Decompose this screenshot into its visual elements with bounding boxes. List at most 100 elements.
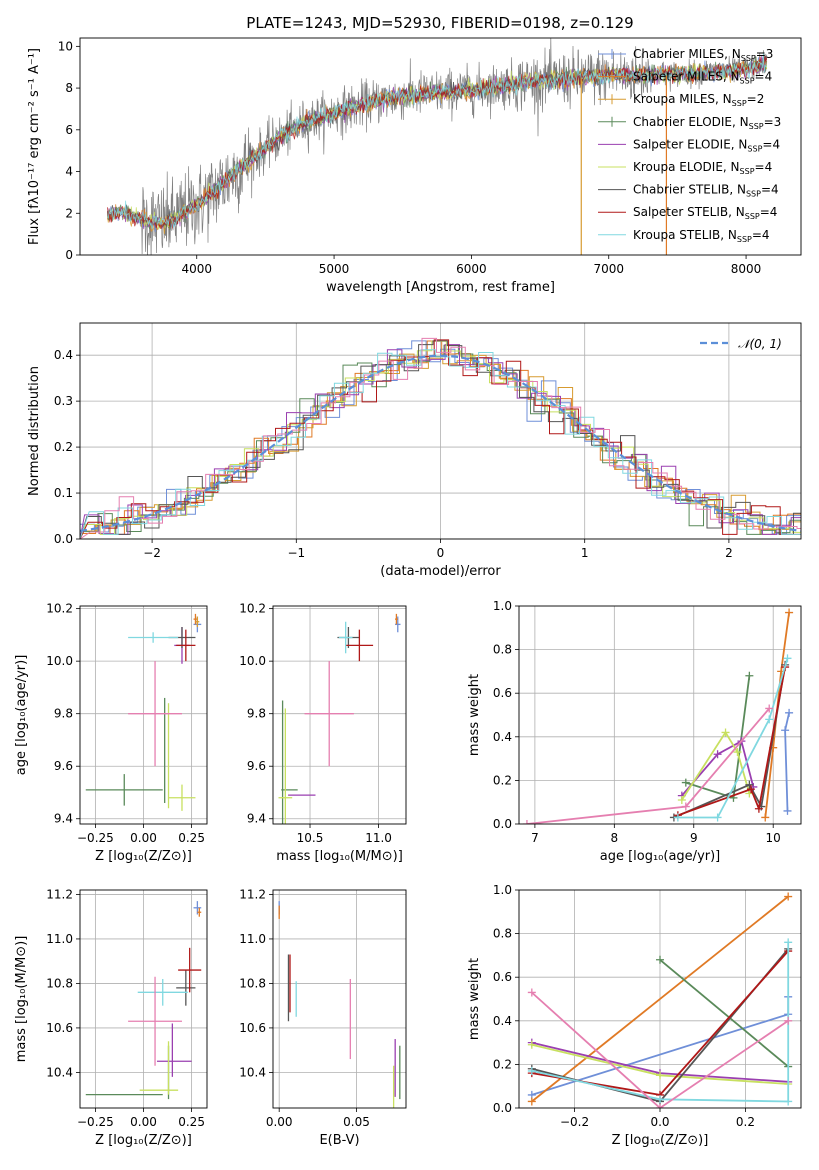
histogram-step <box>80 339 801 539</box>
age-vs-mass-plot-area <box>273 606 406 824</box>
weight-marker <box>783 806 792 815</box>
y-tick-label: 4 <box>65 165 73 179</box>
errorbar-point <box>137 978 188 1006</box>
weight-marker <box>733 748 742 757</box>
x-tick-label: 8 <box>611 831 619 845</box>
y-tick-label: 10.8 <box>46 976 73 990</box>
weight-marker <box>765 704 774 713</box>
x-tick-label: 1 <box>581 546 589 560</box>
y-tick-label: 8 <box>65 81 73 95</box>
x-tick-label: 0 <box>437 546 445 560</box>
y-tick-label: 10.0 <box>46 654 73 668</box>
weight-marker <box>713 750 722 759</box>
x-tick-label: 4000 <box>181 262 212 276</box>
age-vs-Z-plot-area <box>80 606 207 824</box>
figure-title: PLATE=1243, MJD=52930, FIBERID=0198, z=0… <box>246 14 633 32</box>
residual-histogram-plot-area <box>80 323 801 539</box>
weight-marker <box>656 955 664 964</box>
y-tick-label: 0.1 <box>54 486 73 500</box>
y-axis-label: mass [log₁₀(M/M⊙)] <box>14 936 29 1063</box>
y-tick-label: 0.0 <box>493 1101 512 1115</box>
y-axis-label: Flux [fλ10⁻¹⁷ erg cm⁻² s⁻¹ A⁻¹] <box>27 48 42 245</box>
weight-marker <box>713 813 722 822</box>
weight-line <box>531 895 789 1103</box>
weight-marker <box>785 708 794 717</box>
x-tick-label: 6000 <box>456 262 487 276</box>
x-tick-label: 0.00 <box>130 1115 157 1129</box>
weight-marker <box>746 785 755 794</box>
y-tick-label: 1.0 <box>493 883 512 897</box>
y-tick-label: 0.2 <box>493 1057 512 1071</box>
x-tick-label: −0.2 <box>560 1115 589 1129</box>
x-tick-label: 0.25 <box>178 831 205 845</box>
weight-line <box>659 959 789 1068</box>
y-tick-label: 9.8 <box>54 707 73 721</box>
y-tick-label: 1.0 <box>493 599 512 613</box>
series-kroupa-stelib <box>107 53 767 230</box>
weight-marker <box>656 1071 664 1080</box>
y-axis-label: Normed distribution <box>27 366 42 496</box>
weight-marker <box>783 654 792 663</box>
normal-curve <box>80 354 801 532</box>
x-tick-label: 11.0 <box>365 831 392 845</box>
x-tick-label: 0.0 <box>650 1115 669 1129</box>
x-axis-label: wavelength [Angstrom, rest frame] <box>326 280 555 295</box>
y-tick-label: 0.4 <box>493 730 512 744</box>
x-tick-label: −0.25 <box>77 831 114 845</box>
weight-line <box>681 730 751 801</box>
y-tick-label: 10.0 <box>239 654 266 668</box>
weight-marker <box>784 892 793 901</box>
x-axis-label: Z [log₁₀(Z/Z⊙)] <box>612 1133 709 1148</box>
y-tick-label: 0.8 <box>493 927 512 941</box>
age-vs-mass-panel: 10.5 11.0 9.4 9.6 9.8 10.0 10.2 mass [log₁₀(M/M… <box>239 602 407 864</box>
age-vs-Z-panel: −0.25 0.00 0.25 9.4 9.6 9.8 10.0 10.2 Z [log₁₀(Z… <box>14 602 208 864</box>
errorbar-point <box>395 613 398 625</box>
histogram-legend: 𝒩(0, 1) <box>700 337 782 351</box>
x-tick-label: 0.25 <box>178 1115 205 1129</box>
mass-weight-vs-Z-plot-area <box>519 890 801 1108</box>
weight-marker <box>522 820 531 824</box>
y-tick-label: 0.3 <box>54 394 73 408</box>
y-tick-label: 0.0 <box>493 817 512 831</box>
weight-marker <box>527 1040 536 1049</box>
legend-entry: Chabrier ELODIE, NSSP=3 <box>633 115 781 131</box>
histogram-step <box>80 349 801 539</box>
y-tick-label: 9.4 <box>247 812 266 826</box>
weight-marker <box>656 1104 664 1108</box>
errorbar-point <box>304 661 354 767</box>
y-tick-label: 0.6 <box>493 970 512 984</box>
legend-entry: Kroupa MILES, NSSP=2 <box>633 92 764 108</box>
errorbar-point <box>338 621 353 654</box>
y-tick-label: 10.2 <box>46 602 73 616</box>
errorbar-point <box>168 784 196 811</box>
x-tick-label: 2 <box>725 546 733 560</box>
weight-line <box>681 739 755 797</box>
y-tick-label: 10.4 <box>46 1065 73 1079</box>
y-tick-label: 9.8 <box>247 707 266 721</box>
x-tick-label: 7 <box>531 831 539 845</box>
weight-marker <box>527 1066 536 1075</box>
x-tick-label: 10.5 <box>297 831 324 845</box>
errorbar-point <box>195 616 200 628</box>
x-tick-label: 10 <box>766 831 781 845</box>
weight-marker <box>656 1095 664 1104</box>
legend-entry: Kroupa STELIB, NSSP=4 <box>633 228 770 244</box>
weight-marker <box>681 778 690 787</box>
errorbar-point <box>345 629 374 662</box>
y-tick-label: 10 <box>58 39 73 53</box>
weight-line <box>677 666 786 817</box>
x-tick-label: −2 <box>143 546 161 560</box>
spectrum-panel: 4000 5000 6000 7000 8000 0 2 4 6 8 10 wavelength [A… <box>27 37 802 295</box>
weight-marker <box>761 813 770 822</box>
y-tick-label: 11.2 <box>46 887 73 901</box>
errorbar-point <box>128 976 182 1066</box>
legend-entry: Salpeter MILES, NSSP=4 <box>633 70 772 86</box>
axes-frame <box>79 322 802 540</box>
legend-entry: Chabrier MILES, NSSP=3 <box>633 47 773 63</box>
errorbar-point <box>176 970 196 1006</box>
legend-entry: Kroupa ELODIE, NSSP=4 <box>633 160 772 176</box>
mass-vs-Z-panel: −0.25 0.00 0.25 10.4 10.6 10.8 11.0 11.2 Z [log₁… <box>14 887 208 1148</box>
x-axis-label: E(B-V) <box>319 1133 359 1148</box>
weight-marker <box>681 802 690 811</box>
